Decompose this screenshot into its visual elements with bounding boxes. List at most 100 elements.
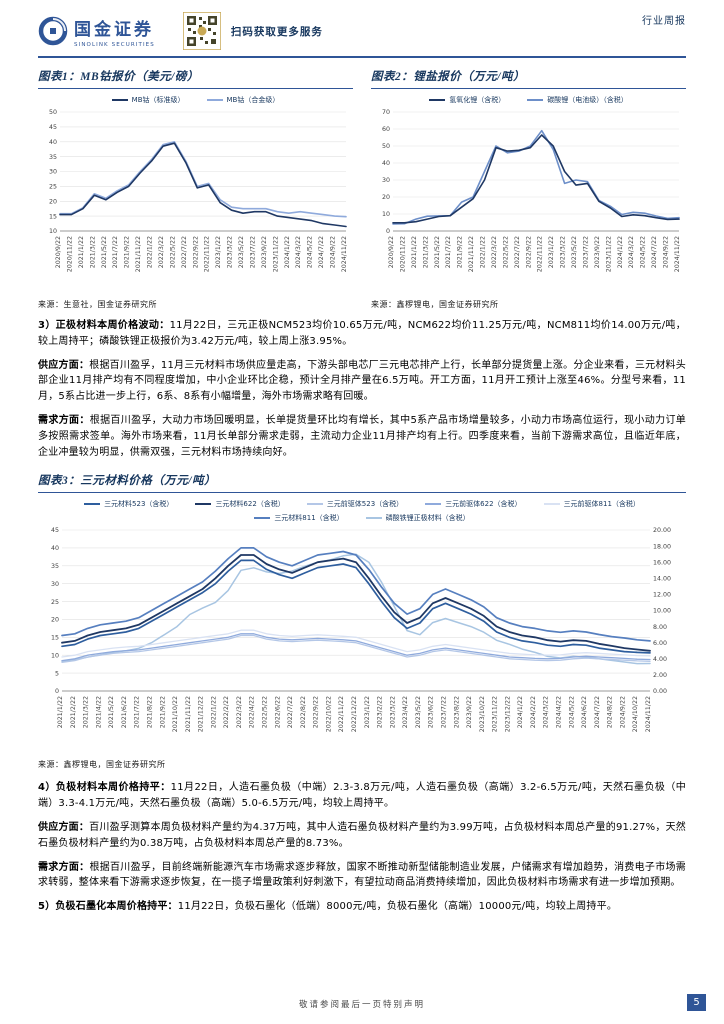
chart2-lithium-price: 0 10 20 30 40 50 60 70 2020/9/22 2020/11/22 2021/1… bbox=[382, 109, 681, 272]
svg-text:2.00: 2.00 bbox=[653, 672, 667, 679]
legend-item: 三元材料523（含税） bbox=[84, 499, 173, 509]
chart3-legend: 三元材料523（含税） 三元材料622（含税） 三元前驱体523（含税） 三元前驱体6… bbox=[62, 499, 662, 523]
svg-text:2023/12/22: 2023/12/22 bbox=[504, 696, 511, 732]
svg-text:35: 35 bbox=[49, 154, 57, 161]
svg-text:25: 25 bbox=[51, 599, 59, 606]
svg-text:2023/5/22: 2023/5/22 bbox=[571, 236, 578, 268]
svg-text:20: 20 bbox=[51, 617, 59, 624]
svg-text:2022/2/22: 2022/2/22 bbox=[223, 696, 230, 728]
chart1-block: 图表1：MB钴报价（美元/磅） MB钴（标准级） MB钴（合金级） 10 15 20 2… bbox=[38, 68, 353, 310]
sinolink-logo-icon bbox=[38, 16, 68, 46]
qr-code bbox=[182, 12, 221, 50]
legend-label: MB钴（标准级） bbox=[131, 96, 185, 104]
top-charts-row: 图表1：MB钴报价（美元/磅） MB钴（标准级） MB钴（合金级） 10 15 20 2… bbox=[38, 68, 686, 310]
svg-text:14.00: 14.00 bbox=[653, 576, 671, 583]
svg-text:45: 45 bbox=[51, 528, 59, 535]
legend-swatch bbox=[543, 503, 560, 506]
svg-text:2024/7/22: 2024/7/22 bbox=[594, 696, 601, 728]
svg-text:2024/9/22: 2024/9/22 bbox=[619, 696, 626, 728]
svg-text:2021/1/22: 2021/1/22 bbox=[57, 696, 64, 728]
svg-text:2022/11/22: 2022/11/22 bbox=[338, 696, 345, 732]
svg-text:20: 20 bbox=[382, 194, 390, 201]
svg-text:35: 35 bbox=[51, 563, 59, 570]
svg-text:2022/3/22: 2022/3/22 bbox=[236, 696, 243, 728]
svg-text:2023/1/22: 2023/1/22 bbox=[215, 236, 222, 268]
paragraph-graphitization-price-lead: 5）负极石墨化本周价格持平： bbox=[38, 901, 178, 913]
svg-text:2022/12/22: 2022/12/22 bbox=[351, 696, 358, 732]
svg-text:0: 0 bbox=[55, 689, 59, 696]
svg-text:40: 40 bbox=[382, 160, 390, 167]
svg-text:2023/3/22: 2023/3/22 bbox=[227, 236, 234, 268]
svg-text:2021/10/22: 2021/10/22 bbox=[172, 696, 179, 732]
svg-text:15: 15 bbox=[51, 635, 59, 642]
svg-text:18.00: 18.00 bbox=[653, 544, 671, 551]
svg-text:0: 0 bbox=[386, 228, 390, 235]
chart2-source: 来源：鑫椤锂电，国金证券研究所 bbox=[371, 300, 499, 309]
paragraph-cathode-demand-lead: 需求方面： bbox=[38, 414, 90, 426]
svg-text:2024/5/22: 2024/5/22 bbox=[307, 236, 314, 268]
legend-item: 三元材料622（含税） bbox=[195, 499, 285, 509]
paragraph-cathode-price-lead: 3）正极材料本周价格波动： bbox=[38, 320, 170, 331]
svg-text:2023/8/22: 2023/8/22 bbox=[453, 696, 460, 728]
svg-text:25: 25 bbox=[49, 184, 57, 191]
svg-text:2024/4/22: 2024/4/22 bbox=[556, 696, 563, 728]
svg-text:4.00: 4.00 bbox=[653, 656, 667, 663]
svg-text:2024/11/22: 2024/11/22 bbox=[341, 236, 348, 272]
legend-item: 碳酸锂（电池级）（含税） bbox=[527, 95, 628, 105]
svg-text:2023/2/22: 2023/2/22 bbox=[377, 696, 384, 728]
svg-text:2024/3/22: 2024/3/22 bbox=[628, 236, 635, 268]
svg-text:2021/7/22: 2021/7/22 bbox=[134, 696, 141, 728]
chart3-block: 三元材料523（含税） 三元材料622（含税） 三元前驱体523（含税） 三元前驱体6… bbox=[38, 499, 686, 757]
svg-text:6.00: 6.00 bbox=[653, 640, 667, 647]
svg-text:2021/5/22: 2021/5/22 bbox=[101, 236, 108, 268]
paragraph-anode-demand: 需求方面：根据百川盈孚，目前终端新能源汽车市场需求逐步释放，国家不断推动新型储能… bbox=[38, 861, 686, 889]
legend-label: 三元材料811（含税） bbox=[274, 514, 344, 523]
svg-text:2021/3/22: 2021/3/22 bbox=[83, 696, 90, 728]
paragraph-anode-demand-lead: 需求方面： bbox=[38, 861, 90, 873]
svg-text:70: 70 bbox=[382, 109, 390, 116]
paragraph-cathode-supply: 供应方面：根据百川盈孚，11月三元材料市场供应量走高，下游头部电芯厂三元电芯排产… bbox=[38, 359, 686, 403]
svg-text:2023/9/22: 2023/9/22 bbox=[466, 696, 473, 728]
svg-text:2022/1/22: 2022/1/22 bbox=[147, 236, 154, 268]
svg-text:2022/6/22: 2022/6/22 bbox=[274, 696, 281, 728]
svg-text:2022/3/22: 2022/3/22 bbox=[491, 236, 498, 268]
legend-swatch bbox=[206, 98, 223, 102]
svg-text:2023/5/22: 2023/5/22 bbox=[415, 696, 422, 728]
svg-text:2023/7/22: 2023/7/22 bbox=[583, 236, 590, 268]
svg-text:60: 60 bbox=[382, 126, 390, 133]
svg-text:2021/5/22: 2021/5/22 bbox=[434, 236, 441, 268]
brand-name-cn: 国金证券 bbox=[74, 19, 154, 40]
legend-swatch bbox=[306, 503, 323, 506]
svg-text:2022/7/22: 2022/7/22 bbox=[181, 236, 188, 268]
svg-text:2022/10/22: 2022/10/22 bbox=[325, 696, 332, 732]
svg-text:2021/3/22: 2021/3/22 bbox=[422, 236, 429, 268]
svg-text:2023/9/22: 2023/9/22 bbox=[594, 236, 601, 268]
svg-text:2023/3/22: 2023/3/22 bbox=[560, 236, 567, 268]
svg-text:2021/8/22: 2021/8/22 bbox=[147, 696, 154, 728]
svg-text:2021/4/22: 2021/4/22 bbox=[95, 696, 102, 728]
paragraph-cathode-demand: 需求方面：根据百川盈孚，大动力市场回暖明显，长单提货量环比均有增长，其中5系产品… bbox=[38, 414, 686, 458]
svg-text:2021/9/22: 2021/9/22 bbox=[124, 236, 131, 268]
legend-item: 三元前驱体622（含税） bbox=[425, 499, 522, 509]
svg-text:2021/9/22: 2021/9/22 bbox=[457, 236, 464, 268]
legend-label: 三元前驱体523（含税） bbox=[326, 500, 404, 509]
svg-text:2020/11/22: 2020/11/22 bbox=[399, 236, 406, 272]
chart2-block: 图表2：锂盐报价（万元/吨） 氢氧化锂（含税） 碳酸锂（电池级）（含税） 0 10 2… bbox=[371, 68, 686, 310]
brand-name-en: SINOLINK SECURITIES bbox=[74, 41, 155, 48]
svg-text:30: 30 bbox=[49, 169, 57, 176]
legend-swatch bbox=[84, 503, 101, 506]
legend-item: MB钴（标准级） bbox=[111, 95, 185, 105]
legend-label: 碳酸锂（电池级）（含税） bbox=[547, 96, 628, 104]
svg-text:2022/11/22: 2022/11/22 bbox=[204, 236, 211, 272]
svg-text:0.00: 0.00 bbox=[653, 689, 667, 696]
legend-item: 三元材料811（含税） bbox=[254, 513, 344, 523]
svg-text:20: 20 bbox=[49, 199, 57, 206]
header-divider bbox=[38, 56, 686, 58]
report-type-label: 行业周报 bbox=[642, 16, 686, 27]
legend-swatch bbox=[195, 503, 212, 506]
svg-text:2020/9/22: 2020/9/22 bbox=[388, 236, 395, 268]
svg-text:2020/11/22: 2020/11/22 bbox=[66, 236, 73, 272]
svg-text:2023/7/22: 2023/7/22 bbox=[250, 236, 257, 268]
svg-text:50: 50 bbox=[49, 109, 57, 116]
svg-text:2022/7/22: 2022/7/22 bbox=[287, 696, 294, 728]
